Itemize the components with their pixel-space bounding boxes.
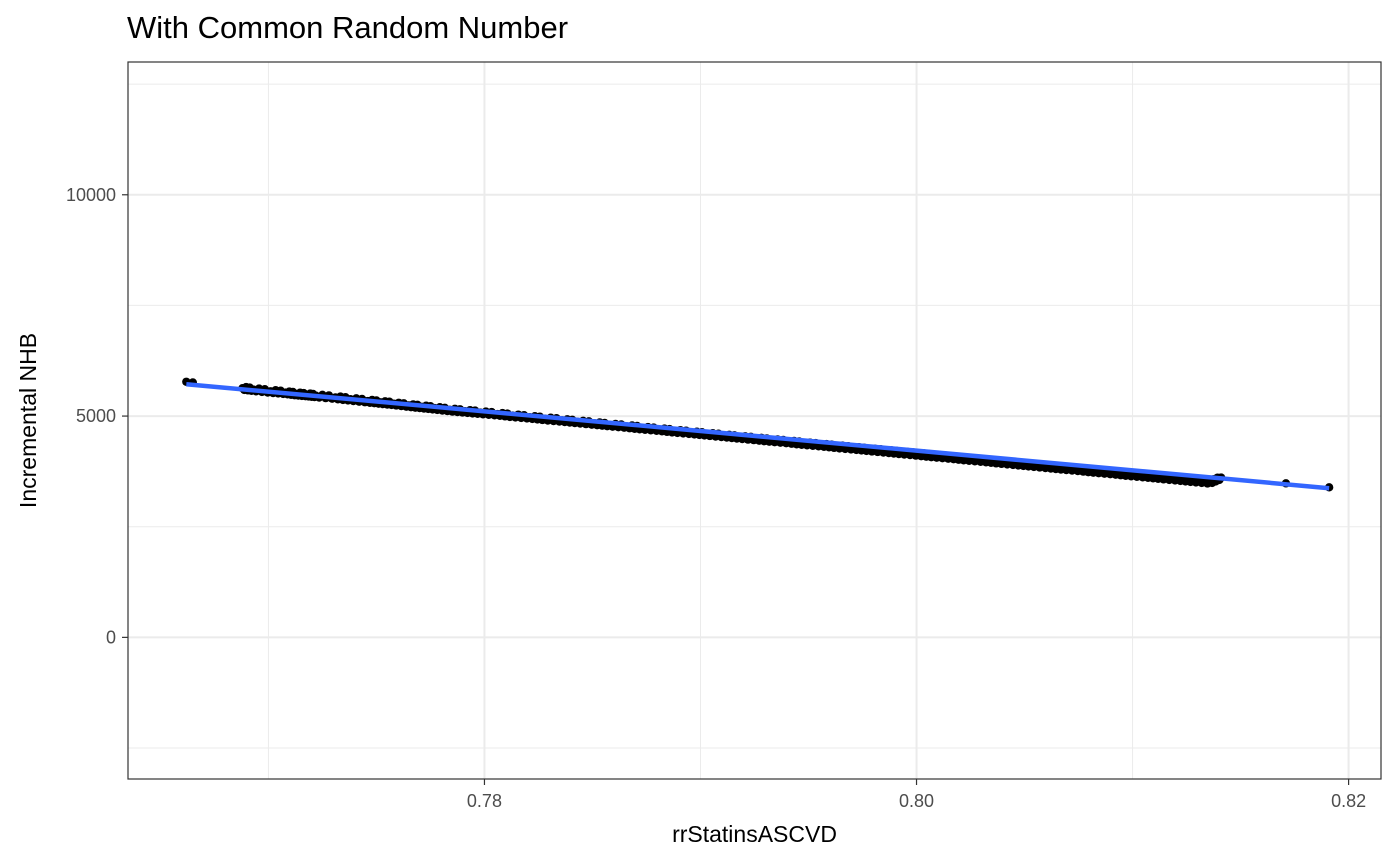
- x-tick-label: 0.80: [899, 791, 934, 811]
- grid-minor: [128, 62, 1381, 779]
- y-tick-label: 0: [106, 627, 116, 647]
- y-tick-label: 10000: [66, 185, 116, 205]
- grid-major: [128, 62, 1381, 779]
- y-tick-label: 5000: [76, 406, 116, 426]
- x-axis-ticks: 0.78 0.80 0.82: [467, 779, 1366, 811]
- fit-line-group: [186, 381, 1330, 491]
- chart-title: With Common Random Number: [127, 10, 569, 45]
- x-axis-title: rrStatinsASCVD: [672, 821, 837, 847]
- fit-line: [186, 381, 1330, 491]
- x-tick-label: 0.82: [1331, 791, 1366, 811]
- panel-border: [127, 61, 1382, 780]
- y-axis-title: Incremental NHB: [15, 333, 41, 508]
- panel-background: [128, 62, 1381, 779]
- x-tick-label: 0.78: [467, 791, 502, 811]
- y-axis-ticks: 0 5000 10000: [66, 185, 128, 647]
